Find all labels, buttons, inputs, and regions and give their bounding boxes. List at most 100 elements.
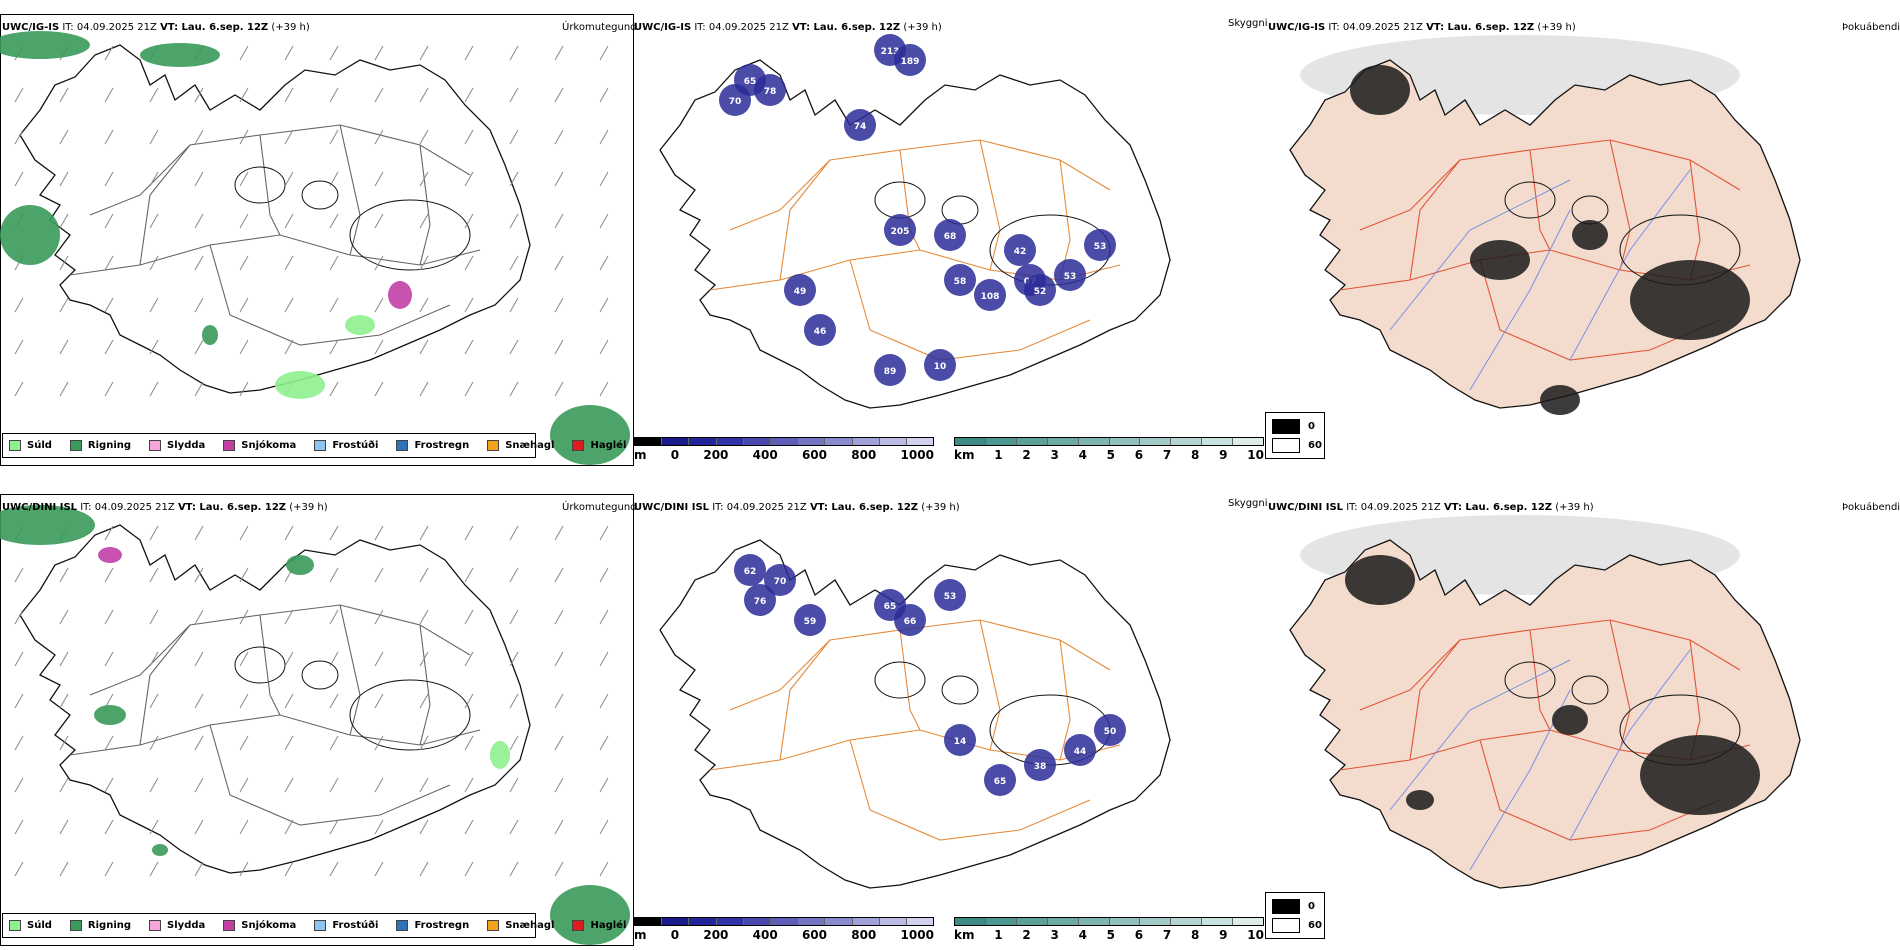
scale-cell [1140,918,1172,925]
scale-cell [1078,438,1110,445]
low-cloud-area [894,604,926,636]
wind-barb [509,735,519,751]
wind-barb [509,255,519,271]
wind-barb [599,213,609,229]
wind-barb [464,819,474,835]
legend-item: Rigning [69,920,131,931]
scale-tick: 0 [670,448,680,462]
scale-cell [662,438,690,445]
wind-barb [374,609,384,625]
river-line [1389,179,1571,331]
wind-barb [14,381,24,397]
wind-barb [464,45,474,61]
cloud-base-scale-top: m 0 200 400 600 800 1000 [634,437,934,462]
wind-barb [329,567,339,583]
wind-barb [554,297,564,313]
wind-barb [599,861,609,877]
wind-barb [59,381,69,397]
wind-barb [194,255,204,271]
wind-barb [554,651,564,667]
panel-label-fog-bottom: Þokuábendi [1842,502,1900,513]
scale-tick: 5 [1106,928,1116,942]
wind-barb [239,297,249,313]
wind-barb [599,381,609,397]
wind-barb [104,255,114,271]
scale-cell [852,918,880,925]
wind-barb [464,255,474,271]
precip-area [98,547,122,563]
cloud-base-value: 53 [944,592,957,602]
scale-tick: 4 [1078,448,1087,462]
legend-swatch [572,440,585,451]
scale-cell [798,918,826,925]
scale-cell [798,438,826,445]
wind-barb [194,339,204,355]
precip-area [550,405,630,465]
wind-barb [509,129,519,145]
wind-barb [374,777,384,793]
wind-barb [554,735,564,751]
legend-item: Súld [9,440,52,451]
scale-tick: 5 [1106,448,1116,462]
road-line [259,614,281,716]
legend-item: Frostúði [314,440,378,451]
wind-barb [374,129,384,145]
wind-barb [374,213,384,229]
cloud-base-value: 10 [934,362,947,372]
wind-barb [374,525,384,541]
cloud-base-value: 189 [901,57,920,67]
low-cloud-area [894,44,926,76]
map-title-top-fog: UWC/IG-IS IT: 04.09.2025 21Z VT: Lau. 6.… [1268,22,1576,33]
wind-barb [329,129,339,145]
scale-unit: m [634,448,647,462]
low-cloud-area [944,264,976,296]
road-line [849,739,1091,841]
wind-barb [329,861,339,877]
panel-label-precip-top: Úrkomutegund [562,22,637,33]
cloud-base-value: 53 [1064,272,1077,282]
wind-barb [194,381,204,397]
wind-barb [284,651,294,667]
wind-barb [599,777,609,793]
wind-barb [329,819,339,835]
wind-barb [59,297,69,313]
wind-barb [149,735,159,751]
wind-barb [14,171,24,187]
scale-tick: 1 [994,448,1003,462]
scale-tick: 1 [994,928,1003,942]
iceland-coastline [659,539,1171,889]
legend-label: Frostúði [332,440,379,451]
wind-barb [419,339,429,355]
wind-barb [284,297,294,313]
wind-barb [104,297,114,313]
scale-cell [635,438,663,445]
glacier-outline [941,675,979,705]
wind-barb [284,339,294,355]
wind-barb [149,567,159,583]
wind-barb [104,213,114,229]
map-cloud-1: 62 70 76 59 65 66 53 50 44 38 65 14 [659,539,1171,889]
wind-barb [419,381,429,397]
low-cloud-area [719,84,751,116]
legend-swatch [396,440,409,451]
wind-barb [59,609,69,625]
river-line [1569,169,1691,361]
wind-barb [464,609,474,625]
wind-barb [329,609,339,625]
scale-cell [825,438,853,445]
wind-barb [554,381,564,397]
wind-barb [554,567,564,583]
scale-cell [852,438,880,445]
wind-barb [149,171,159,187]
scale-cell [1016,438,1048,445]
map-fog-1 [1289,515,1801,889]
wind-barb [464,735,474,751]
legend-item: Rigning [69,440,131,451]
scale-tick: 10 [1247,928,1264,942]
wind-barb [374,381,384,397]
wind-barb [149,525,159,541]
wind-barb [239,777,249,793]
wind-barb [464,777,474,793]
wind-barb [419,735,429,751]
wind-barb [419,777,429,793]
